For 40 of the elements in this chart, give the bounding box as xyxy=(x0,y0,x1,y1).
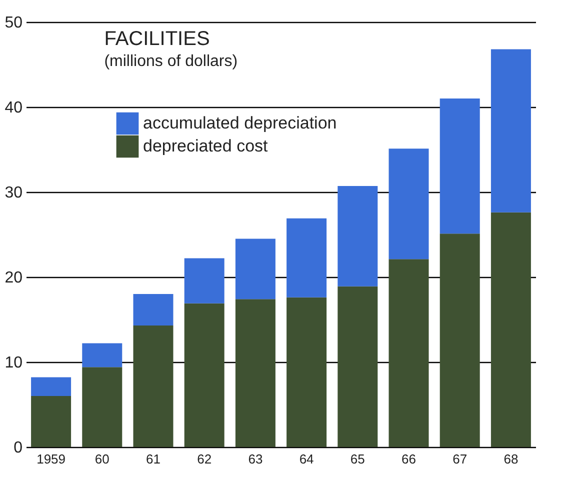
bar xyxy=(133,325,174,447)
y-tick-label: 30 xyxy=(4,184,23,202)
bar xyxy=(31,377,72,396)
legend-label: accumulated depreciation xyxy=(143,114,337,132)
bar xyxy=(286,218,327,298)
x-tick-label: 1959 xyxy=(36,452,66,466)
y-tick-label: 50 xyxy=(4,14,23,32)
bar xyxy=(490,212,531,447)
y-tick-label: 20 xyxy=(4,270,23,286)
bar xyxy=(440,98,480,234)
text: (millions of dollars) xyxy=(104,53,238,70)
x-tick-label: 63 xyxy=(248,452,263,466)
bar xyxy=(184,303,224,447)
x-tick-label: 65 xyxy=(350,452,365,466)
bar xyxy=(31,396,72,447)
bar xyxy=(388,259,429,447)
chart-title: FACILITIES xyxy=(104,28,210,50)
legend-label: depreciated cost xyxy=(143,136,268,156)
x-tick-label: 60 xyxy=(94,452,110,466)
bar xyxy=(286,297,327,447)
y-tick-label: 0 xyxy=(14,440,23,456)
bar xyxy=(184,258,224,304)
x-tick-label: 68 xyxy=(504,452,518,466)
x-tick-label: 62 xyxy=(197,452,212,466)
y-tick-label: 40 xyxy=(4,100,23,116)
bar xyxy=(338,286,378,447)
x-tick-label: 64 xyxy=(299,452,314,466)
bar xyxy=(82,343,122,368)
x-tick-label: 61 xyxy=(146,452,160,466)
bar xyxy=(440,234,480,447)
bar xyxy=(338,186,378,286)
bar xyxy=(82,367,122,447)
bar xyxy=(133,294,174,326)
x-tick-label: 67 xyxy=(452,452,468,466)
bar xyxy=(235,238,276,300)
bar xyxy=(388,148,429,260)
y-tick-label: 10 xyxy=(4,354,23,372)
x-tick-label: 66 xyxy=(402,452,416,466)
bar xyxy=(490,49,531,212)
bar xyxy=(235,299,276,447)
